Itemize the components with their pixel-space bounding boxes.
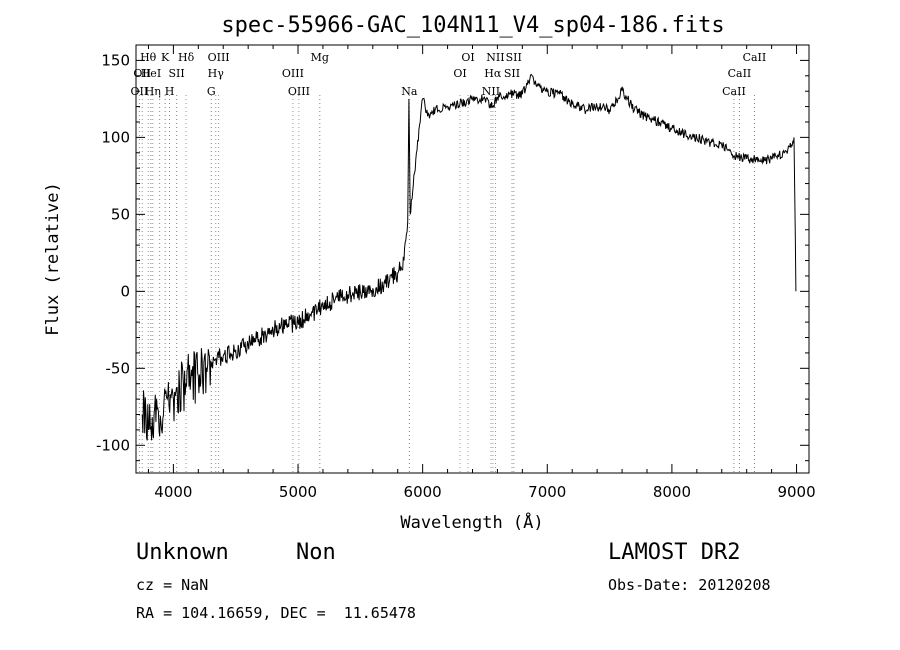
x-tick-label: 4000	[154, 483, 192, 501]
marker-label: NII	[486, 51, 504, 64]
marker-label: Hθ	[140, 51, 157, 64]
y-tick-label: 0	[120, 282, 130, 300]
marker-label: Hγ	[208, 67, 225, 80]
marker-label: NII	[482, 85, 500, 98]
marker-label: Hδ	[178, 51, 195, 64]
marker-label: SII	[506, 51, 522, 64]
marker-label: OIII	[288, 85, 310, 98]
coordinates: RA = 104.16659, DEC = 11.65478	[136, 604, 416, 622]
marker-label: CaII	[722, 85, 746, 98]
marker-label: Hη	[145, 85, 161, 98]
marker-label: OIII	[208, 51, 230, 64]
class-label: Unknown	[136, 540, 229, 565]
marker-label: Na	[401, 85, 418, 98]
marker-label: CaII	[743, 51, 767, 64]
series-layer	[141, 73, 797, 441]
x-tick-label: 6000	[404, 483, 442, 501]
axes: 4000 5000 6000 7000 8000 9000 -100 -50 0 50 100 150	[96, 45, 816, 501]
marker-label: K	[161, 51, 170, 64]
y-tick-label: -100	[96, 436, 130, 454]
x-tick-label: 5000	[279, 483, 317, 501]
y-tick-label: -50	[106, 359, 131, 377]
marker-label: Hα	[484, 67, 502, 80]
marker-label: OI	[461, 51, 474, 64]
x-tick-label: 8000	[653, 483, 691, 501]
marker-label: SII	[169, 67, 185, 80]
survey-label: LAMOST DR2	[608, 540, 741, 565]
marker-label: Mg	[311, 51, 329, 64]
y-tick-label: 100	[101, 128, 130, 146]
y-tick-label: 50	[111, 205, 130, 223]
marker-label: CaII	[728, 67, 752, 80]
marker-label: OIII	[282, 67, 304, 80]
marker-label: H	[165, 85, 175, 98]
plot-frame	[135, 44, 810, 474]
marker-label: G	[207, 85, 216, 98]
x-tick-label: 9000	[777, 483, 815, 501]
line-markers: OIIOIIHθHeIHηKHSIIHδGHγOIIIOIIIOIIIMgNaO…	[131, 51, 767, 473]
marker-label: HeI	[141, 67, 161, 80]
chart-title: spec-55966-GAC_104N11_V4_sp04-186.fits	[221, 13, 724, 38]
marker-label: SII	[504, 67, 520, 80]
x-tick-label: 7000	[528, 483, 566, 501]
y-tick-label: 150	[101, 51, 130, 69]
obs-date: Obs-Date: 20120208	[608, 576, 771, 594]
y-axis-label: Flux (relative)	[43, 182, 63, 336]
x-axis-label: Wavelength (Å)	[400, 511, 543, 533]
series-line	[141, 73, 797, 441]
marker-label: OI	[453, 67, 466, 80]
subclass-label: Non	[296, 540, 336, 565]
cz-value: cz = NaN	[136, 576, 209, 594]
marker-label: OII	[133, 67, 151, 80]
